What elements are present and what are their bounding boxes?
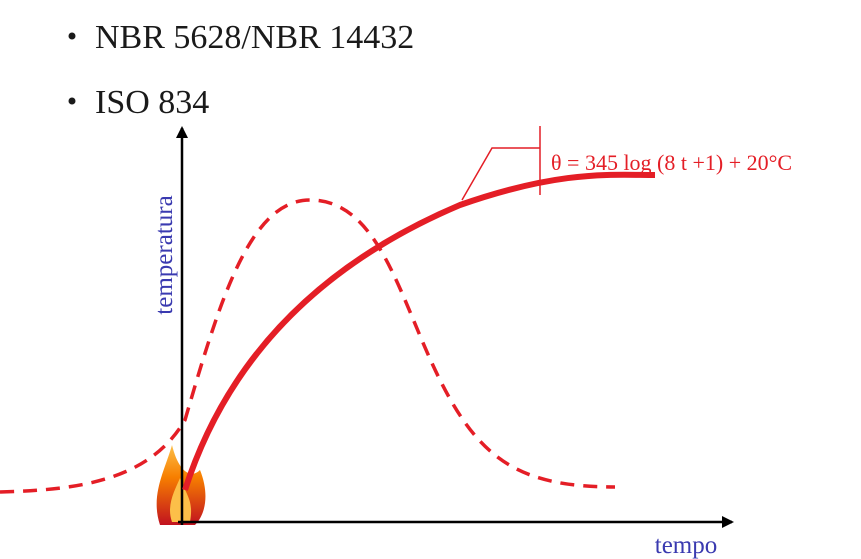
leader-line (461, 126, 541, 201)
equation: θ = 345 log (8 t +1) + 20°C (551, 150, 792, 175)
iso834-curve (182, 171, 656, 491)
x-axis-label: tempo (655, 532, 718, 559)
bullet-dot (68, 32, 76, 40)
bullet-dot (68, 97, 76, 105)
y-axis-label: temperatura (151, 195, 178, 314)
bullet-text: ISO 834 (95, 84, 209, 121)
bullet-text: NBR 5628/NBR 14432 (95, 19, 414, 56)
fire-curve (0, 198, 616, 494)
